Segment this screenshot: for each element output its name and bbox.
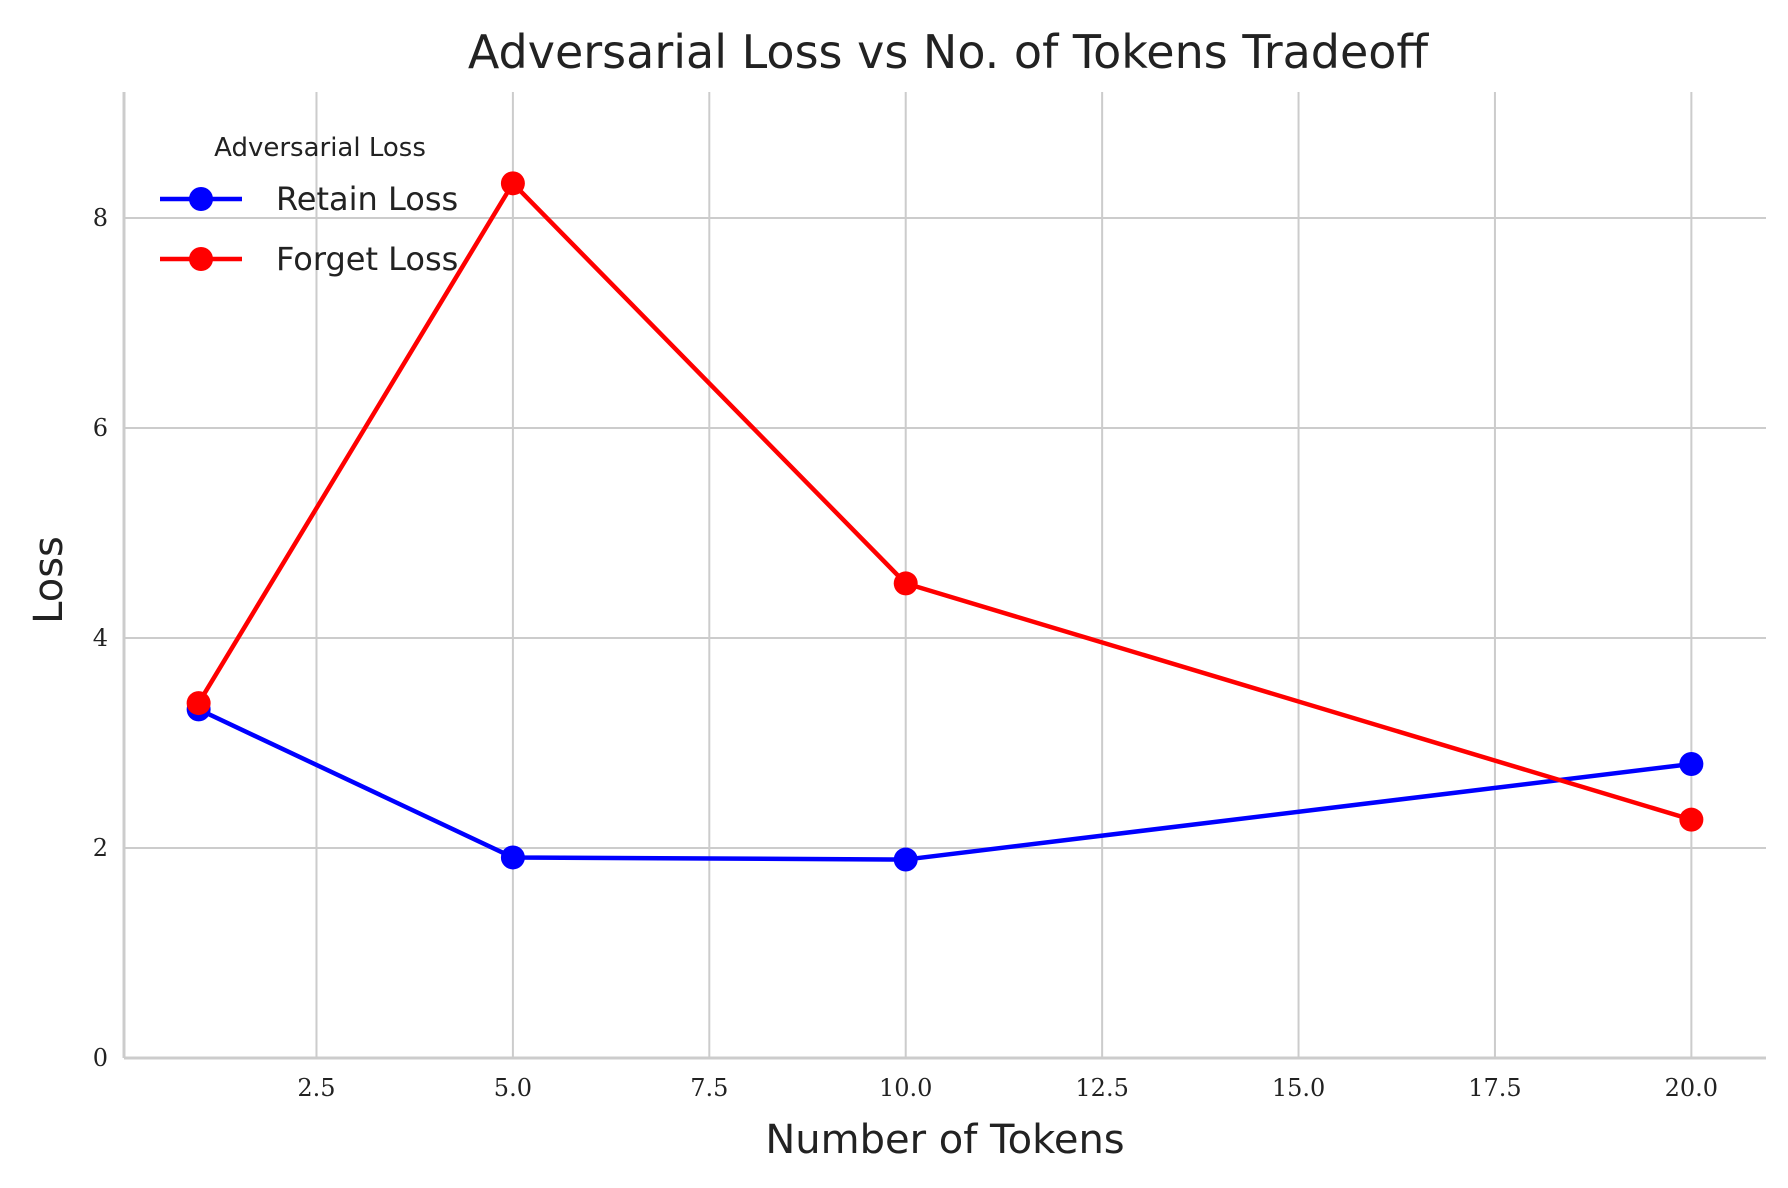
grid (124, 92, 1766, 1058)
forget-loss-point (500, 171, 525, 196)
legend-title: Adversarial Loss (214, 133, 426, 163)
legend-entry-retain-loss: Retain Loss (160, 180, 458, 218)
x-tick-label: 12.5 (1075, 1074, 1128, 1102)
x-tick-label: 7.5 (690, 1074, 728, 1102)
chart-title: Adversarial Loss vs No. of Tokens Tradeo… (468, 25, 1430, 79)
forget-loss-point (186, 691, 211, 716)
legend-swatch-marker (189, 247, 213, 271)
y-axis-label: Loss (26, 536, 72, 624)
x-ticks: 2.5 5.0 7.5 10.0 12.5 15.0 17.5 20.0 (297, 1074, 1718, 1102)
legend-entries: Retain Loss Forget Loss (160, 180, 458, 278)
x-tick-label: 17.5 (1468, 1074, 1521, 1102)
axes-spines (122, 92, 1766, 1060)
retain-loss-point (1679, 752, 1704, 776)
legend: Adversarial Loss Retain Loss Forget Loss (160, 133, 458, 278)
x-axis-label: Number of Tokens (765, 1117, 1124, 1163)
legend-swatch-marker (189, 187, 213, 211)
x-tick-label: 20.0 (1665, 1074, 1718, 1102)
forget-loss-point (1679, 807, 1704, 832)
retain-loss-point (500, 845, 525, 870)
x-tick-label: 10.0 (879, 1074, 932, 1102)
legend-label: Retain Loss (276, 180, 458, 218)
retain-loss-series (186, 697, 1704, 872)
y-tick-label: 2 (93, 834, 108, 862)
y-tick-label: 4 (93, 624, 108, 652)
retain-loss-line (197, 707, 1692, 862)
legend-entry-forget-loss: Forget Loss (160, 240, 458, 278)
retain-loss-point (893, 847, 918, 872)
y-tick-label: 6 (93, 414, 108, 442)
x-tick-label: 5.0 (494, 1074, 532, 1102)
forget-loss-point (893, 571, 918, 596)
y-tick-label: 8 (93, 204, 108, 232)
forget-loss-line (196, 181, 1693, 822)
series (186, 171, 1704, 872)
x-tick-label: 15.0 (1272, 1074, 1325, 1102)
y-tick-label: 0 (93, 1044, 108, 1072)
y-ticks: 0 2 4 6 8 (93, 204, 108, 1072)
forget-loss-series (186, 171, 1704, 832)
x-tick-label: 2.5 (297, 1074, 335, 1102)
legend-label: Forget Loss (276, 240, 458, 278)
